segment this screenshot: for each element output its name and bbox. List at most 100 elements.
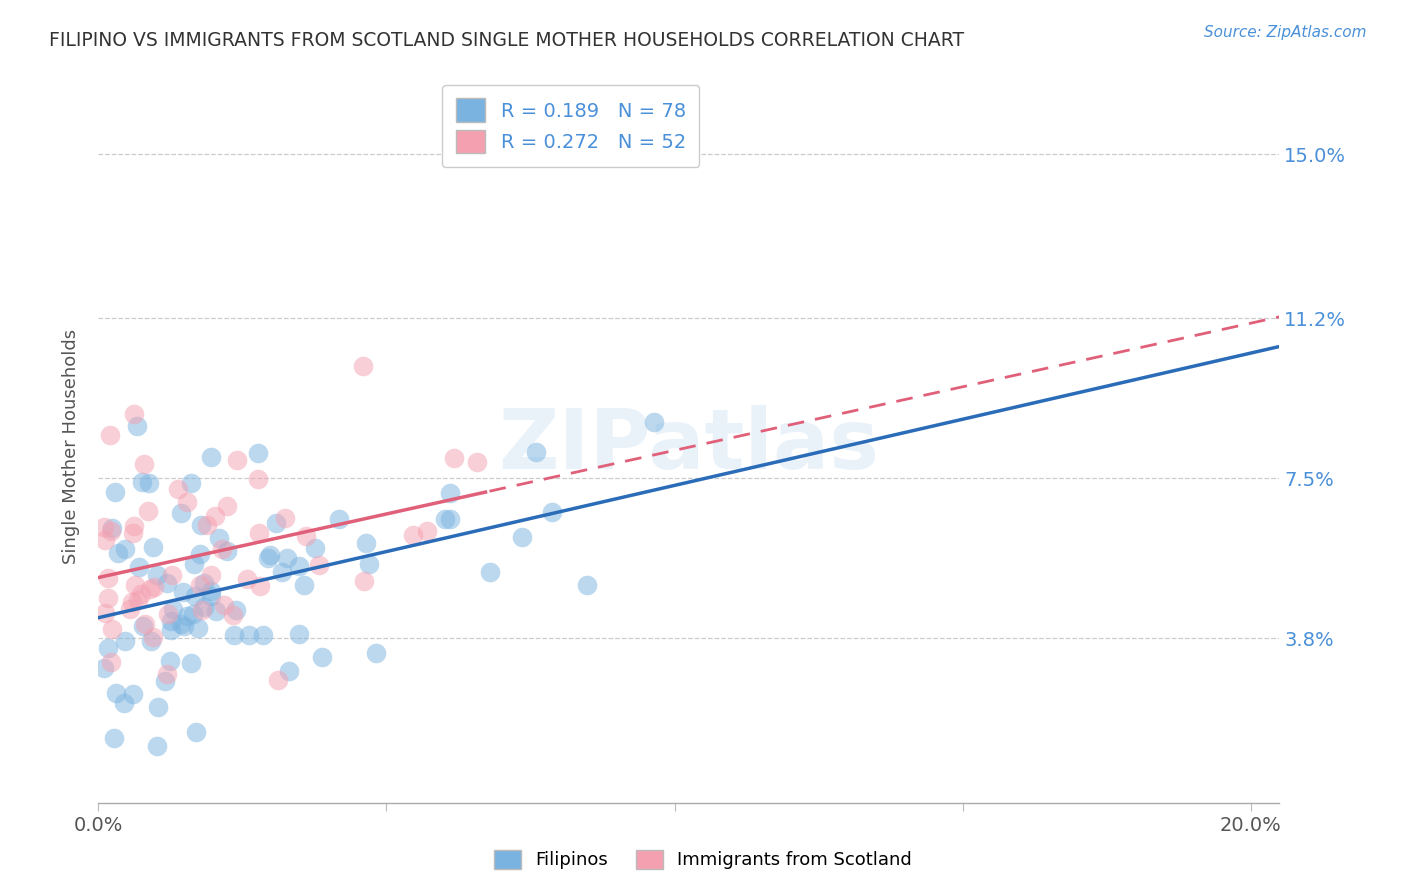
Point <box>180 656 202 670</box>
Point <box>190 603 212 617</box>
Point <box>193 600 215 615</box>
Point <box>204 604 226 618</box>
Point <box>183 557 205 571</box>
Point <box>160 614 183 628</box>
Point <box>103 731 125 745</box>
Point <box>200 584 222 599</box>
Point <box>121 595 143 609</box>
Point <box>288 558 311 573</box>
Point <box>132 619 155 633</box>
Point <box>195 517 218 532</box>
Point <box>524 445 547 459</box>
Point <box>139 582 162 597</box>
Point <box>156 576 179 591</box>
Point <box>222 627 245 641</box>
Point <box>93 660 115 674</box>
Point <box>541 505 564 519</box>
Point <box>204 508 226 523</box>
Point <box>225 603 247 617</box>
Point <box>200 567 222 582</box>
Point <box>122 407 145 421</box>
Point <box>288 627 311 641</box>
Point <box>112 696 135 710</box>
Point <box>138 504 160 518</box>
Point <box>170 506 193 520</box>
Point <box>257 550 280 565</box>
Point <box>510 530 533 544</box>
Point <box>142 580 165 594</box>
Point <box>643 415 665 429</box>
Point <box>114 634 136 648</box>
Point <box>439 512 461 526</box>
Point <box>132 458 155 472</box>
Text: FILIPINO VS IMMIGRANTS FROM SCOTLAND SINGLE MOTHER HOUSEHOLDS CORRELATION CHART: FILIPINO VS IMMIGRANTS FROM SCOTLAND SIN… <box>49 31 965 50</box>
Legend: Filipinos, Immigrants from Scotland: Filipinos, Immigrants from Scotland <box>485 841 921 879</box>
Point <box>208 531 231 545</box>
Point <box>214 599 236 613</box>
Point <box>129 587 152 601</box>
Point <box>148 699 170 714</box>
Point <box>180 476 202 491</box>
Point <box>142 540 165 554</box>
Point <box>273 511 295 525</box>
Point <box>215 544 238 558</box>
Point <box>465 455 488 469</box>
Point <box>156 667 179 681</box>
Point <box>249 579 271 593</box>
Point <box>276 551 298 566</box>
Point <box>104 686 127 700</box>
Point <box>252 628 274 642</box>
Point <box>176 494 198 508</box>
Point <box>238 628 260 642</box>
Point <box>356 536 378 550</box>
Point <box>122 526 145 541</box>
Point <box>94 607 117 621</box>
Text: ZIPatlas: ZIPatlas <box>499 406 879 486</box>
Point <box>217 499 239 513</box>
Point <box>139 634 162 648</box>
Point <box>104 484 127 499</box>
Point <box>235 572 257 586</box>
Point <box>100 524 122 538</box>
Point <box>159 623 181 637</box>
Point <box>101 521 124 535</box>
Point <box>328 511 350 525</box>
Point <box>173 619 195 633</box>
Point <box>100 655 122 669</box>
Point <box>156 607 179 622</box>
Point <box>121 687 143 701</box>
Point <box>264 516 287 530</box>
Point <box>159 654 181 668</box>
Point <box>402 528 425 542</box>
Point <box>124 578 146 592</box>
Point <box>246 472 269 486</box>
Point <box>226 452 249 467</box>
Point <box>575 577 598 591</box>
Point <box>184 590 207 604</box>
Point <box>187 621 209 635</box>
Point <box>434 511 457 525</box>
Point <box>188 547 211 561</box>
Point <box>100 427 122 442</box>
Point <box>146 568 169 582</box>
Point <box>439 486 461 500</box>
Point <box>131 475 153 489</box>
Point <box>142 630 165 644</box>
Point <box>200 589 222 603</box>
Point <box>170 616 193 631</box>
Point <box>114 541 136 556</box>
Point <box>96 571 118 585</box>
Point <box>128 560 150 574</box>
Text: Source: ZipAtlas.com: Source: ZipAtlas.com <box>1204 25 1367 40</box>
Point <box>127 419 149 434</box>
Point <box>101 623 124 637</box>
Point <box>200 450 222 464</box>
Point <box>295 529 318 543</box>
Point <box>127 592 149 607</box>
Point <box>118 601 141 615</box>
Point <box>259 549 281 563</box>
Point <box>162 602 184 616</box>
Legend: R = 0.189   N = 78, R = 0.272   N = 52: R = 0.189 N = 78, R = 0.272 N = 52 <box>443 85 699 167</box>
Y-axis label: Single Mother Households: Single Mother Households <box>62 328 80 564</box>
Point <box>153 674 176 689</box>
